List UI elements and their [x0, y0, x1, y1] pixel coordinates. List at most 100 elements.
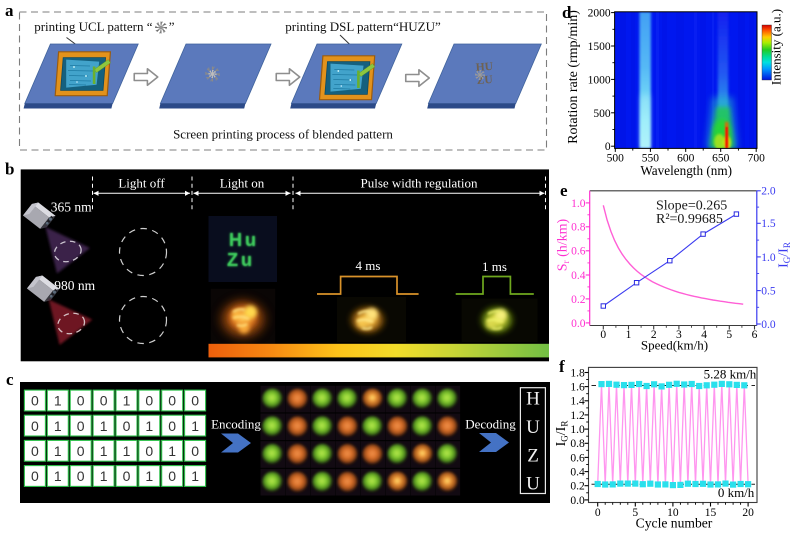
svg-text:0: 0: [595, 507, 601, 519]
svg-text:1.8: 1.8: [570, 367, 585, 379]
svg-text:980 nm: 980 nm: [54, 278, 95, 293]
svg-text:1: 1: [191, 468, 199, 484]
svg-text:1.0: 1.0: [570, 424, 585, 436]
svg-text:1.4: 1.4: [570, 396, 585, 408]
svg-text:Slope=0.265: Slope=0.265: [656, 199, 727, 214]
svg-text:0: 0: [600, 329, 606, 341]
svg-text:1.2: 1.2: [570, 410, 585, 422]
svg-text:0.6: 0.6: [571, 246, 586, 258]
svg-text:Hu: Hu: [229, 230, 259, 250]
svg-text:3: 3: [676, 329, 682, 341]
svg-text:10: 10: [667, 507, 679, 519]
svg-text:0.6: 0.6: [570, 452, 585, 464]
svg-text:1 ms: 1 ms: [482, 259, 507, 274]
svg-text:Pulse width regulation: Pulse width regulation: [361, 176, 478, 191]
svg-text:0: 0: [77, 393, 85, 409]
svg-text:0: 0: [191, 443, 199, 459]
svg-text:f: f: [559, 357, 565, 376]
svg-text:0: 0: [123, 468, 131, 484]
svg-text:0: 0: [31, 443, 39, 459]
svg-text:0: 0: [77, 443, 85, 459]
svg-text:0.2: 0.2: [570, 481, 585, 493]
svg-text:0: 0: [168, 468, 176, 484]
svg-text:5.28 km/h: 5.28 km/h: [704, 367, 757, 382]
svg-text:Speed(km/h): Speed(km/h): [641, 337, 708, 352]
svg-text:Hu: Hu: [229, 230, 259, 250]
svg-text:0: 0: [168, 418, 176, 434]
svg-text:0.8: 0.8: [570, 438, 585, 450]
svg-text:R²=0.99685: R²=0.99685: [656, 212, 723, 227]
svg-text:1: 1: [100, 443, 108, 459]
svg-text:printing UCL pattern “: printing UCL pattern “: [34, 19, 153, 34]
svg-text:0: 0: [145, 393, 153, 409]
svg-text:ZU: ZU: [476, 74, 493, 87]
svg-text:Z: Z: [527, 446, 539, 467]
svg-text:0: 0: [31, 468, 39, 484]
svg-text:printing DSL pattern“HUZU”: printing DSL pattern“HUZU”: [285, 19, 441, 34]
svg-text:500: 500: [607, 153, 625, 165]
svg-text:1: 1: [54, 468, 62, 484]
svg-text:0: 0: [31, 418, 39, 434]
svg-text:b: b: [5, 160, 14, 179]
svg-text:365 nm: 365 nm: [51, 200, 92, 215]
svg-text:0: 0: [123, 418, 131, 434]
svg-text:0: 0: [605, 141, 611, 153]
svg-text:1.0: 1.0: [571, 198, 586, 210]
svg-text:650: 650: [712, 153, 730, 165]
svg-text:0: 0: [191, 393, 199, 409]
svg-text:IG/IR: IG/IR: [554, 421, 570, 447]
svg-text:15: 15: [705, 507, 717, 519]
svg-text:Rotation rate (rmp/min): Rotation rate (rmp/min): [566, 10, 581, 144]
svg-text:0.2: 0.2: [571, 294, 586, 306]
svg-text:Cycle number: Cycle number: [636, 516, 713, 531]
svg-text:1.0: 1.0: [761, 252, 776, 264]
svg-text:550: 550: [642, 153, 660, 165]
svg-text:6: 6: [752, 329, 758, 341]
svg-text:a: a: [5, 1, 14, 20]
svg-text:0 km/h: 0 km/h: [718, 485, 755, 500]
svg-text:H: H: [526, 389, 540, 410]
svg-text:600: 600: [677, 153, 695, 165]
svg-text:2: 2: [651, 329, 657, 341]
svg-text:Zu: Zu: [227, 250, 255, 270]
svg-text:0: 0: [100, 393, 108, 409]
svg-text:1: 1: [145, 468, 153, 484]
svg-text:e: e: [560, 181, 568, 200]
svg-text:Encoding: Encoding: [211, 417, 261, 432]
svg-text:0: 0: [145, 443, 153, 459]
svg-text:Intensity (a.u.): Intensity (a.u.): [769, 9, 784, 85]
svg-text:1000: 1000: [588, 74, 611, 86]
svg-text:0: 0: [31, 393, 39, 409]
svg-text:U: U: [526, 474, 540, 495]
svg-text:20: 20: [742, 507, 754, 519]
svg-text:d: d: [562, 3, 572, 22]
svg-text:0: 0: [77, 418, 85, 434]
svg-text:Screen printing process of ble: Screen printing process of blended patte…: [173, 127, 393, 142]
svg-text:500: 500: [593, 108, 611, 120]
svg-text:Zu: Zu: [227, 250, 255, 270]
svg-text:0.0: 0.0: [761, 319, 776, 331]
svg-text:1: 1: [626, 329, 632, 341]
svg-text:1: 1: [145, 418, 153, 434]
svg-text:1: 1: [100, 418, 108, 434]
svg-text:2000: 2000: [588, 8, 611, 20]
svg-text:0.0: 0.0: [570, 495, 585, 507]
svg-text:1: 1: [168, 443, 176, 459]
svg-text:”: ”: [169, 19, 175, 34]
svg-text:5: 5: [726, 329, 732, 341]
svg-text:1: 1: [54, 393, 62, 409]
svg-text:Light on: Light on: [220, 176, 265, 191]
svg-text:1: 1: [191, 418, 199, 434]
svg-text:4 ms: 4 ms: [356, 258, 381, 273]
svg-text:Decoding: Decoding: [465, 417, 516, 432]
svg-text:HU: HU: [475, 61, 494, 74]
svg-text:0.4: 0.4: [570, 467, 585, 479]
svg-text:Sr (h/km): Sr (h/km): [556, 218, 572, 271]
svg-text:2.0: 2.0: [761, 186, 776, 198]
svg-text:U: U: [526, 417, 540, 438]
svg-text:1: 1: [54, 418, 62, 434]
svg-text:1: 1: [54, 443, 62, 459]
svg-text:0.4: 0.4: [571, 270, 586, 282]
svg-text:Light off: Light off: [118, 176, 165, 191]
svg-text:c: c: [6, 370, 14, 389]
